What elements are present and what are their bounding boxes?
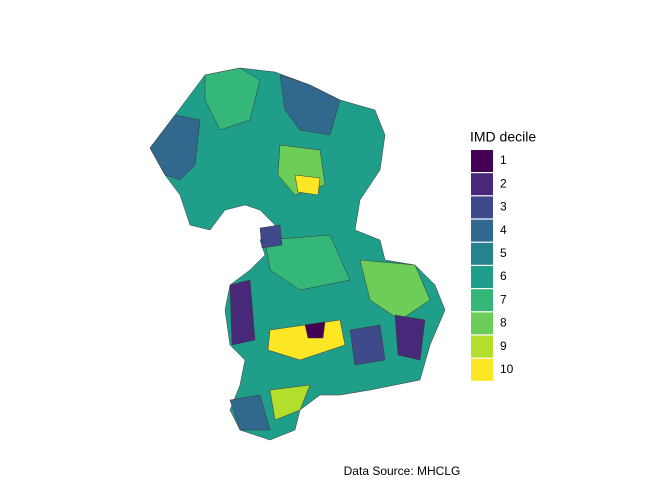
legend-swatch bbox=[471, 335, 493, 358]
map-region bbox=[264, 234, 351, 291]
legend-label: 6 bbox=[500, 269, 507, 283]
legend: IMD decile 1 2 3 4 5 6 7 8 9 10 bbox=[470, 129, 536, 381]
legend-swatch bbox=[471, 266, 493, 288]
legend-swatch bbox=[471, 242, 493, 265]
map-region bbox=[279, 74, 341, 136]
legend-swatch bbox=[471, 173, 493, 196]
map-region bbox=[229, 279, 256, 346]
legend-label: 8 bbox=[500, 316, 507, 330]
map-region bbox=[204, 67, 261, 131]
legend-label: 5 bbox=[500, 246, 507, 260]
legend-swatch bbox=[471, 196, 493, 219]
map-region bbox=[269, 384, 311, 421]
legend-swatch bbox=[471, 219, 493, 242]
map-region bbox=[259, 224, 283, 249]
legend-label: 1 bbox=[500, 153, 507, 167]
legend-swatch bbox=[471, 289, 493, 312]
map-region bbox=[349, 324, 386, 366]
legend-swatch bbox=[471, 150, 493, 172]
caption: Data Source: MHCLG bbox=[344, 464, 461, 478]
legend-swatch bbox=[471, 312, 493, 335]
map-region bbox=[267, 319, 346, 361]
legend-label: 9 bbox=[500, 339, 507, 353]
legend-label: 4 bbox=[500, 223, 507, 237]
map-region bbox=[304, 321, 326, 339]
map-region bbox=[359, 259, 431, 321]
map bbox=[149, 67, 446, 441]
legend-label: 10 bbox=[500, 362, 514, 376]
legend-label: 2 bbox=[500, 176, 507, 190]
map-region bbox=[394, 314, 426, 361]
map-region bbox=[229, 394, 271, 431]
legend-label: 7 bbox=[500, 292, 507, 306]
legend-title: IMD decile bbox=[470, 129, 536, 145]
map-region bbox=[149, 114, 201, 181]
map-region bbox=[294, 174, 321, 196]
legend-label: 3 bbox=[500, 200, 507, 214]
legend-swatch bbox=[471, 358, 493, 381]
